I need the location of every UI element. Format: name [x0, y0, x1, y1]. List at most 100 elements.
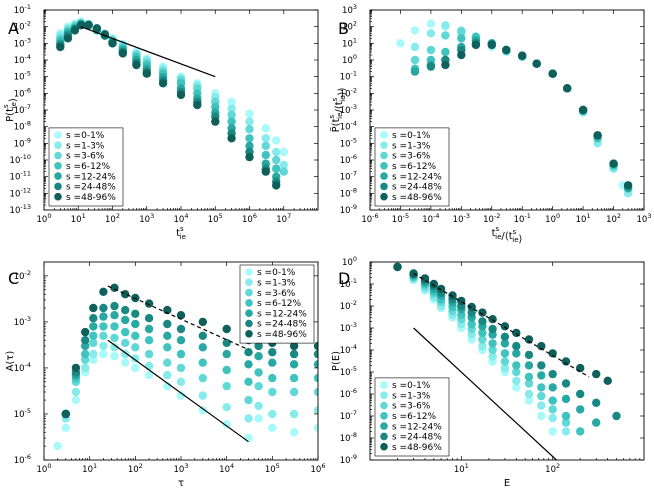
reference-line-solid: [80, 26, 216, 78]
data-point: [313, 406, 318, 415]
data-point: [99, 322, 108, 331]
data-point: [429, 279, 438, 289]
data-point: [279, 160, 288, 170]
data-point: [500, 363, 510, 373]
data-point: [441, 47, 450, 57]
data-point: [561, 427, 571, 436]
x-tick-label: 104: [174, 212, 189, 225]
data-point: [99, 331, 108, 340]
data-point: [53, 441, 62, 451]
data-point: [410, 42, 420, 52]
data-point: [254, 401, 263, 411]
legend-marker: [380, 141, 388, 149]
data-point: [548, 405, 557, 414]
y-tick-label: 10-3: [340, 321, 357, 334]
data-point: [131, 343, 140, 352]
y-tick-label: 10-6: [340, 387, 357, 400]
data-point: [261, 150, 270, 160]
legend-marker: [54, 131, 62, 139]
y-tick-label: 10-6: [14, 453, 31, 466]
data-point: [478, 335, 487, 344]
data-point: [121, 305, 130, 315]
data-point: [254, 382, 263, 391]
data-point: [227, 117, 236, 126]
data-point: [313, 423, 318, 432]
data-point: [487, 40, 496, 50]
data-point: [268, 373, 277, 383]
data-point: [99, 303, 108, 313]
legend-label: s =24-48%: [257, 320, 307, 330]
legend-label: s =24-48%: [66, 183, 116, 193]
data-point: [537, 341, 546, 351]
data-point: [548, 383, 557, 392]
y-tick-label: 10-4: [14, 361, 31, 374]
data-point: [592, 418, 601, 427]
data-point: [488, 339, 497, 348]
data-point: [537, 391, 546, 401]
data-point: [467, 302, 476, 312]
panel-b: B 10-6 10-5 10-4 10-3 10-2 10-1 100 101 102 103 10-…: [328, 3, 651, 245]
x-axis-title: ts ie/⟨ts ie⟩: [492, 225, 523, 245]
data-point: [121, 315, 130, 325]
data-points: [393, 262, 621, 436]
data-point: [537, 361, 546, 370]
data-point: [478, 317, 487, 326]
data-point: [393, 262, 402, 272]
data-point: [524, 335, 534, 344]
legend-label: s =3-6%: [392, 152, 431, 162]
panel-d: D 101 102 10-9 10-8 10-7 10-6 10-5 10-4 10-3 10-2 1…: [331, 255, 645, 489]
x-tick-label: 100: [37, 462, 52, 475]
reference-line-solid: [107, 339, 249, 443]
legend-marker: [380, 131, 388, 139]
panel-letter: A: [8, 19, 19, 38]
data-point: [99, 349, 108, 359]
y-tick-label: 10-3: [14, 315, 31, 328]
y-tick-label: 101: [342, 36, 357, 49]
data-point: [420, 274, 430, 283]
data-point: [144, 299, 154, 308]
y-tick-label: 10-9: [14, 136, 31, 149]
data-point: [457, 27, 466, 36]
legend-marker: [380, 442, 388, 451]
x-tick-label: 101: [71, 212, 86, 225]
data-point: [448, 291, 457, 300]
data-point: [163, 319, 172, 329]
y-tick-label: 10-5: [14, 70, 31, 83]
data-point: [99, 287, 108, 296]
data-point: [272, 181, 281, 190]
data-point: [193, 100, 202, 110]
legend-marker: [54, 182, 62, 191]
legend-marker: [54, 192, 62, 201]
data-point: [548, 349, 557, 358]
data-point: [89, 322, 98, 331]
data-point: [71, 363, 81, 373]
data-point: [578, 105, 588, 115]
data-point: [198, 343, 207, 352]
data-point: [592, 369, 601, 379]
y-tick-label: 10-1: [14, 3, 31, 16]
panel-c: C 100 101 102 103 104 105 106 10-6 10-5 10-4 10-3 10…: [5, 261, 325, 489]
data-point: [410, 26, 420, 35]
data-point: [289, 360, 299, 369]
y-tick-label: 10-9: [340, 453, 357, 466]
data-point: [254, 368, 263, 377]
data-point: [524, 350, 534, 360]
x-tick-label: 10-6: [361, 212, 378, 225]
legend-label: s =1-3%: [66, 141, 105, 151]
data-point: [537, 401, 546, 410]
legend-label: s =1-3%: [392, 141, 431, 151]
x-tick-label: 102: [128, 462, 143, 475]
x-axis-title: ts ie: [176, 225, 186, 241]
legend-marker: [380, 391, 388, 400]
data-point: [81, 341, 90, 351]
data-point: [245, 125, 254, 134]
legend-marker: [380, 172, 388, 180]
data-point: [313, 373, 318, 383]
data-point: [548, 396, 557, 405]
data-point: [441, 21, 450, 30]
data-point: [441, 60, 450, 70]
y-tick-label: 100: [342, 255, 357, 268]
y-tick-label: 10-13: [10, 203, 31, 216]
reference-line-dashed: [107, 285, 249, 351]
x-tick-label: 102: [606, 212, 621, 225]
